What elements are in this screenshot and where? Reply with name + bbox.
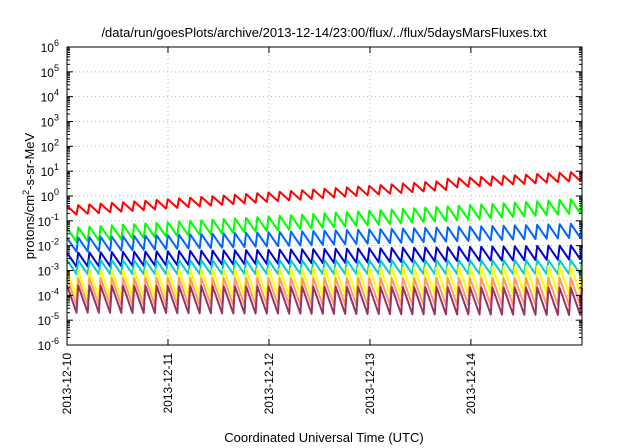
y-tick-label: 105 [41, 63, 59, 80]
x-tick-label: 2013-12-14 [464, 353, 478, 415]
y-tick-label: 101 [41, 162, 59, 179]
y-tick-label: 10-4 [38, 286, 59, 303]
y-tick-label: 10-6 [38, 336, 59, 353]
y-tick-label: 100 [41, 187, 59, 204]
series-line [66, 222, 583, 253]
y-tick-label: 10-2 [38, 237, 59, 254]
y-tick-label: 102 [41, 137, 59, 154]
y-tick-label: 104 [41, 88, 59, 105]
x-tick-label: 2013-12-10 [60, 353, 74, 415]
series-line [66, 259, 583, 276]
series-line [66, 284, 583, 316]
y-axis-label: protons/cm2-s-sr-MeV [21, 132, 37, 259]
series-line [66, 171, 583, 216]
x-ticks: 2013-12-10 2013-12-11 2013-12-12 2013-12-13… [60, 47, 478, 414]
x-axis-label: Coordinated Universal Time (UTC) [224, 430, 423, 445]
x-tick-label: 2013-12-13 [363, 353, 377, 415]
y-tick-label: 10-1 [38, 212, 59, 229]
y-tick-label: 106 [41, 38, 59, 55]
y-tick-label: 10-5 [38, 311, 59, 328]
series-layer [66, 171, 583, 316]
x-tick-label: 2013-12-12 [262, 353, 276, 415]
series-line [66, 198, 583, 243]
series-line [66, 244, 583, 268]
y-tick-label: 103 [41, 113, 59, 130]
chart-title: /data/run/goesPlots/archive/2013-12-14/2… [101, 25, 547, 40]
y-ticks: 10-6 10-5 10-4 10-3 10-2 10-1 100 101 102 103 104 1… [38, 38, 582, 353]
x-tick-label: 2013-12-11 [161, 353, 175, 414]
y-tick-label: 10-3 [38, 262, 59, 279]
